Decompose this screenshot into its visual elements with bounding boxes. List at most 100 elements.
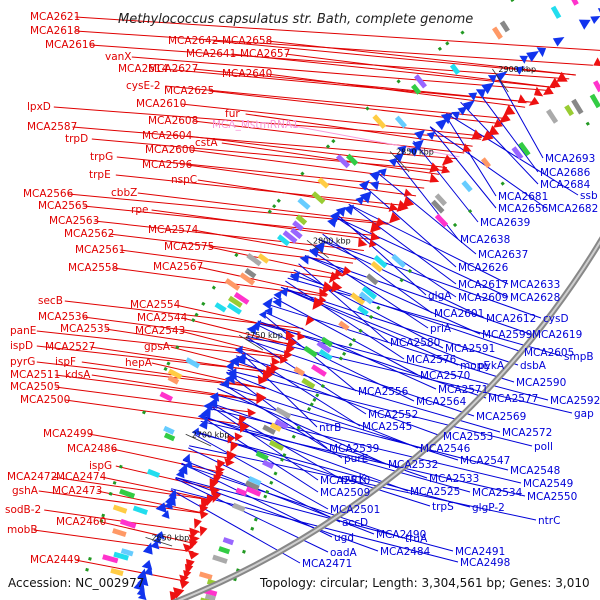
label-connector bbox=[285, 53, 555, 89]
reverse-gene-arrow bbox=[412, 139, 424, 151]
label-connector bbox=[394, 158, 459, 240]
reverse-gene-arrow bbox=[142, 542, 153, 555]
reverse-gene-label: MCA2576 bbox=[406, 354, 457, 366]
reverse-gene-label: mopE bbox=[460, 360, 490, 372]
reverse-gene-label: MCA2471 bbox=[302, 558, 352, 570]
forward-gene-arrow bbox=[488, 125, 500, 136]
cog-category-block bbox=[350, 292, 365, 306]
forward-gene-arrow bbox=[305, 315, 315, 326]
cog-category-block bbox=[235, 487, 248, 497]
cog-category-block bbox=[204, 593, 216, 600]
label-connector bbox=[209, 90, 502, 125]
forward-gene-label: MCA2460 bbox=[56, 516, 106, 528]
feature-tracks bbox=[85, 0, 600, 600]
cog-category-block bbox=[228, 295, 243, 308]
cog-category-block bbox=[461, 180, 473, 193]
cog-category-block bbox=[227, 302, 242, 315]
forward-gene-label: MCA2657 bbox=[240, 48, 290, 60]
reverse-gene-arrow bbox=[426, 131, 436, 140]
reverse-gene-arrow bbox=[440, 113, 453, 125]
cog-category-block bbox=[112, 528, 127, 537]
label-connector bbox=[189, 445, 537, 521]
cog-category-block bbox=[113, 551, 129, 561]
label-connector bbox=[193, 229, 357, 260]
forward-gene-label: MCA_MstmRNA1 bbox=[212, 119, 299, 131]
reverse-gene-label: MCA2498 bbox=[460, 557, 510, 569]
reverse-gene-arrow bbox=[369, 170, 381, 182]
forward-gene-arrow bbox=[471, 129, 483, 140]
label-connector bbox=[90, 346, 275, 374]
forward-gene-label: MCA2554 bbox=[130, 299, 181, 311]
reverse-gene-arrow bbox=[388, 157, 398, 167]
reverse-gene-label: MCA2681 bbox=[498, 191, 548, 203]
reverse-gene-label: MCA2637 bbox=[478, 249, 528, 261]
reverse-gene-label: MCA2656 bbox=[498, 203, 549, 215]
forward-gene-label: cstA bbox=[195, 137, 218, 149]
cog-category-block bbox=[311, 191, 326, 205]
forward-gene-label: MCA2641 bbox=[186, 48, 236, 60]
gc-marker bbox=[269, 480, 274, 485]
label-connector bbox=[214, 394, 509, 471]
cog-category-block bbox=[316, 340, 332, 354]
label-connector bbox=[227, 369, 533, 447]
forward-gene-label: MCA2627 bbox=[148, 63, 198, 75]
label-connector bbox=[226, 371, 419, 449]
cog-category-block bbox=[224, 278, 241, 291]
forward-gene-arrow bbox=[403, 188, 413, 197]
cog-category-block bbox=[112, 504, 128, 514]
reverse-gene-arrow bbox=[262, 297, 273, 310]
gc-marker bbox=[325, 144, 331, 149]
reverse-gene-arrow bbox=[414, 129, 426, 141]
cog-category-block bbox=[372, 114, 387, 129]
forward-gene-label: MCA2499 bbox=[43, 428, 93, 440]
label-connector bbox=[413, 140, 479, 223]
label-connector bbox=[460, 101, 539, 185]
label-connector bbox=[476, 89, 539, 173]
cog-category-block bbox=[293, 366, 305, 377]
cog-category-block bbox=[218, 546, 231, 555]
gc-marker bbox=[445, 41, 450, 46]
cog-category-block bbox=[518, 141, 531, 157]
forward-gene-arrow bbox=[389, 211, 401, 224]
reverse-gene-label: pykA bbox=[478, 360, 505, 372]
forward-gene-arrow bbox=[441, 164, 451, 174]
cog-category-block bbox=[167, 375, 180, 385]
reverse-gene-label: MCA2509 bbox=[320, 487, 370, 499]
forward-gene-label: vanX bbox=[105, 51, 132, 63]
cog-category-block bbox=[275, 406, 292, 419]
cog-category-block bbox=[370, 261, 383, 273]
forward-gene-label: MCA2610 bbox=[136, 98, 186, 110]
reverse-gene-arrow bbox=[273, 290, 282, 300]
reverse-gene-label: MCA2490 bbox=[376, 529, 426, 541]
cog-category-block bbox=[480, 157, 491, 169]
reverse-gene-label: MCA2501 bbox=[330, 504, 380, 516]
reverse-gene-label: smpB bbox=[564, 351, 594, 363]
reverse-gene-arrow bbox=[514, 66, 525, 75]
reverse-gene-arrow bbox=[495, 71, 508, 82]
gc-marker bbox=[88, 557, 92, 561]
forward-gene-label: MCA2536 bbox=[38, 311, 89, 323]
cog-category-block bbox=[159, 391, 173, 402]
gc-marker bbox=[280, 457, 285, 462]
forward-gene-label: MCA2621 bbox=[30, 11, 80, 23]
reverse-gene-label: MCA2599 bbox=[482, 329, 532, 341]
cog-category-block bbox=[277, 234, 290, 247]
gc-marker bbox=[365, 106, 370, 111]
kbp-tick-mark bbox=[389, 151, 410, 173]
kbp-tick-mark bbox=[238, 334, 264, 351]
label-connector bbox=[247, 335, 573, 414]
gc-marker bbox=[201, 301, 206, 306]
reverse-gene-label: MCA2684 bbox=[540, 179, 591, 191]
reverse-gene-label: ntrB bbox=[319, 422, 341, 434]
reverse-gene-label: priA bbox=[430, 323, 452, 335]
cog-category-block bbox=[358, 291, 374, 305]
label-connector bbox=[348, 203, 509, 285]
forward-gene-arrow bbox=[593, 57, 600, 66]
forward-gene-label: MCA2587 bbox=[27, 121, 77, 133]
reverse-gene-arrow bbox=[359, 191, 372, 204]
forward-gene-arrow bbox=[328, 271, 340, 284]
label-connector bbox=[213, 40, 576, 76]
forward-gene-arrow bbox=[402, 196, 415, 208]
cog-category-block bbox=[357, 305, 369, 316]
